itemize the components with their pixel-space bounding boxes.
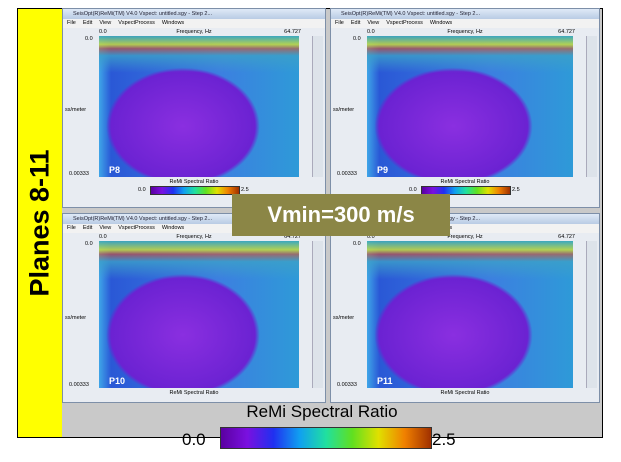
title: Planes 8-11 xyxy=(24,149,55,297)
menu-item[interactable]: Edit xyxy=(82,225,93,231)
legend: ReMi Spectral Ratio 0.0 2.5 xyxy=(182,400,462,458)
menu-item[interactable]: Edit xyxy=(350,20,361,26)
overlay-label: Vmin=300 m/s xyxy=(232,194,450,236)
y-bottom: 0.00333 xyxy=(69,171,89,177)
menu-item[interactable]: Edit xyxy=(82,20,93,26)
panel-label: P11 xyxy=(377,376,393,386)
y-bottom: 0.00333 xyxy=(69,382,89,388)
x-min: 0.0 xyxy=(367,234,375,240)
menu-bar: File Edit View VspectProcess Windows xyxy=(331,19,599,28)
spectrum-image xyxy=(99,241,299,388)
title-bar: SeisOpt(R)ReMi(TM) V4.0 Vspect: untitled… xyxy=(63,214,325,224)
x-axis-label: Frequency, Hz xyxy=(447,29,483,35)
scrollbar xyxy=(312,241,323,388)
colorbar xyxy=(220,427,432,449)
colorbar-label: ReMi Spectral Ratio xyxy=(440,179,490,185)
panel-label: P10 xyxy=(109,376,126,386)
colorbar-min: 0.0 xyxy=(138,187,146,193)
window: SeisOpt(R)ReMi(TM) V4.0 Vspect: untitled… xyxy=(62,213,326,403)
y-top: 0.0 xyxy=(353,36,361,42)
colorbar-label: ReMi Spectral Ratio xyxy=(169,390,219,396)
y-axis-label: ss/meter xyxy=(333,314,355,321)
x-max: 64.727 xyxy=(284,234,301,240)
y-axis-label: ss/meter xyxy=(333,106,355,113)
x-min: 0.0 xyxy=(99,234,107,240)
menu-bar: File Edit View VspectProcess Windows xyxy=(63,224,325,233)
title-strip xyxy=(18,9,62,437)
scrollbar xyxy=(312,36,323,177)
spectrum-image xyxy=(367,241,573,388)
panel-label: P8 xyxy=(109,165,121,175)
x-axis-label: Frequency, Hz xyxy=(176,234,212,240)
x-axis-label: Frequency, Hz xyxy=(176,29,212,35)
title-bar: SeisOpt(R)ReMi(TM) V4.0 Vspect: untitled… xyxy=(63,9,325,19)
menu-item[interactable]: File xyxy=(67,225,76,231)
menu-item[interactable]: VspectProcess xyxy=(118,225,155,231)
window: SeisOpt(R)ReMi(TM) V4.0 Vspect: untitled… xyxy=(330,213,600,403)
colorbar-min: 0.0 xyxy=(409,187,417,193)
colorbar-max: 2.5 xyxy=(512,187,520,193)
legend-min: 0.0 xyxy=(182,430,206,449)
panel-label: P9 xyxy=(377,165,389,175)
x-max: 64.727 xyxy=(558,234,575,240)
spectrum-image xyxy=(367,36,573,177)
spectrum-image xyxy=(99,36,299,177)
y-bottom: 0.00333 xyxy=(337,382,357,388)
x-max: 64.727 xyxy=(558,29,575,35)
colorbar xyxy=(150,186,240,195)
colorbar-max: 2.5 xyxy=(241,187,249,193)
menu-item[interactable]: View xyxy=(99,225,112,231)
legend-max: 2.5 xyxy=(432,430,456,449)
y-top: 0.0 xyxy=(85,36,93,42)
menu-item[interactable]: VspectProcess xyxy=(118,20,155,26)
x-max: 64.727 xyxy=(284,29,301,35)
legend-title: ReMi Spectral Ratio xyxy=(246,402,398,421)
colorbar xyxy=(421,186,511,195)
x-min: 0.0 xyxy=(367,29,375,35)
scrollbar xyxy=(586,241,597,388)
window: SeisOpt(R)ReMi(TM) V4.0 Vspect: untitled… xyxy=(330,8,600,208)
menu-item[interactable]: Windows xyxy=(429,20,453,26)
menu-item[interactable]: VspectProcess xyxy=(386,20,423,26)
menu-item[interactable]: View xyxy=(99,20,112,26)
y-top: 0.0 xyxy=(85,241,93,247)
y-top: 0.0 xyxy=(353,241,361,247)
colorbar-label: ReMi Spectral Ratio xyxy=(169,179,219,185)
y-axis-label: ss/meter xyxy=(65,106,87,113)
x-min: 0.0 xyxy=(99,29,107,35)
title-bar: SeisOpt(R)ReMi(TM) V4.0 Vspect: untitled… xyxy=(331,9,599,19)
menu-item[interactable]: View xyxy=(367,20,380,26)
y-axis-label: ss/meter xyxy=(65,314,87,321)
colorbar-label: ReMi Spectral Ratio xyxy=(440,390,490,396)
window: SeisOpt(R)ReMi(TM) V4.0 Vspect: untitled… xyxy=(62,8,326,208)
menu-item[interactable]: File xyxy=(67,20,76,26)
menu-item[interactable]: File xyxy=(335,20,344,26)
x-axis-label: Frequency, Hz xyxy=(447,234,483,240)
menu-item[interactable]: Windows xyxy=(161,20,185,26)
menu-bar: File Edit View VspectProcess Windows xyxy=(63,19,325,28)
scrollbar xyxy=(586,36,597,177)
y-bottom: 0.00333 xyxy=(337,171,357,177)
menu-item[interactable]: Windows xyxy=(161,225,185,231)
